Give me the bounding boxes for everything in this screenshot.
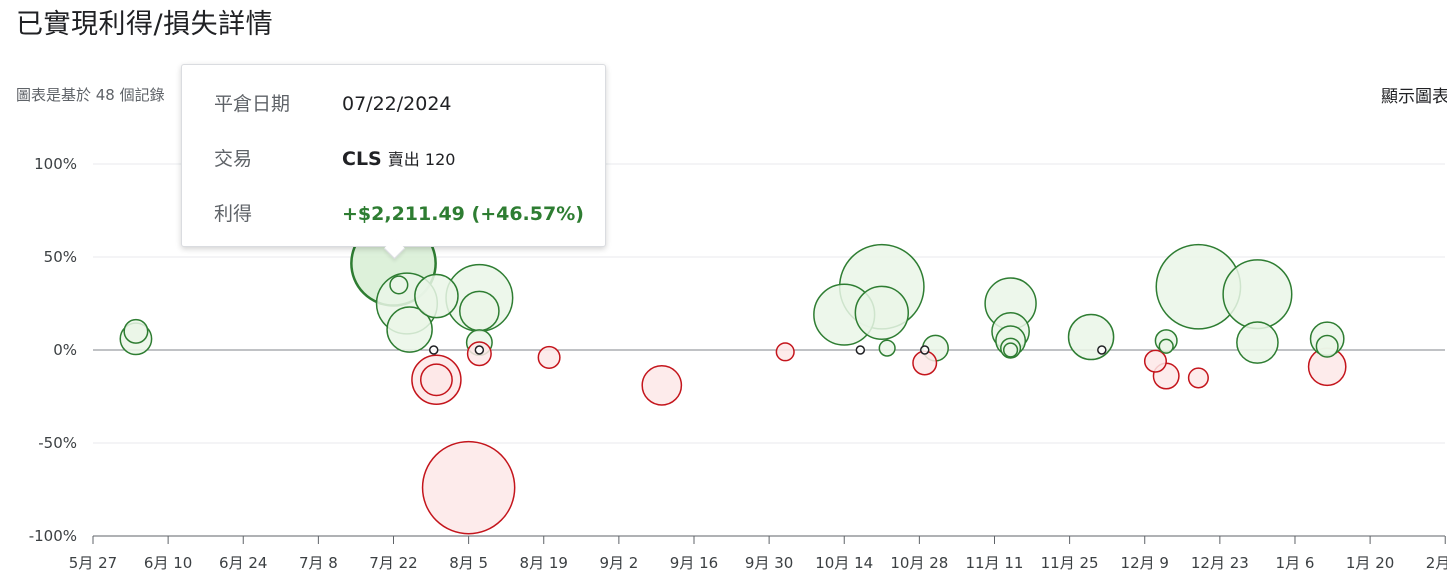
tooltip-date-label: 平倉日期 [214, 93, 291, 115]
x-tick-label: 6月 10 [144, 554, 192, 572]
trade-bubble[interactable] [421, 440, 516, 535]
x-tick-label: 12月 23 [1191, 554, 1249, 572]
y-tick-label: 0% [53, 341, 77, 359]
show-chart-toggle[interactable]: 顯示圖表 [1381, 87, 1447, 107]
trade-bubble[interactable] [641, 364, 683, 406]
x-tick-label: 10月 14 [815, 554, 873, 572]
trade-bubble[interactable] [854, 285, 910, 341]
x-tick-label: 10月 28 [890, 554, 948, 572]
x-tick-label: 8月 19 [520, 554, 568, 572]
tooltip-trade-action: 賣出 120 [387, 150, 456, 169]
x-tick-label: 2月 3 [1426, 554, 1447, 572]
tooltip-date-value: 07/22/2024 [342, 93, 452, 115]
x-tick-label: 7月 8 [299, 554, 338, 572]
trade-bubble[interactable] [878, 339, 896, 357]
trade-bubble[interactable] [1002, 342, 1019, 358]
x-tick-label: 5月 27 [69, 554, 117, 572]
x-tick-label: 12月 9 [1121, 554, 1169, 572]
x-tick-label: 1月 20 [1346, 554, 1394, 572]
record-count-subtitle: 圖表是基於 48 個記錄 [16, 86, 165, 104]
trade-bubble[interactable] [775, 342, 795, 362]
page-title: 已實現利得/損失詳情 [16, 9, 274, 40]
tooltip-profit-value: +$2,211.49 (+46.57%) [342, 203, 584, 225]
trade-bubble[interactable] [428, 345, 439, 355]
x-tick-label: 9月 30 [745, 554, 793, 572]
x-tick-label: 1月 6 [1276, 554, 1315, 572]
bubble-series [119, 219, 1347, 535]
trade-bubble[interactable] [1187, 367, 1209, 389]
trade-bubble[interactable] [919, 345, 930, 355]
y-tick-label: -50% [38, 434, 77, 452]
trade-bubble[interactable] [1143, 349, 1167, 373]
trade-bubble[interactable] [419, 363, 453, 397]
tooltip-row-close-date: 平倉日期 07/22/2024 [214, 89, 452, 116]
x-tick-label: 11月 11 [966, 554, 1024, 572]
trade-bubble[interactable] [1222, 259, 1293, 330]
y-tick-label: 50% [44, 248, 77, 266]
trade-bubble[interactable] [389, 275, 409, 295]
tooltip-row-profit: 利得 +$2,211.49 (+46.57%) [214, 199, 584, 226]
x-tick-label: 11月 25 [1041, 554, 1099, 572]
x-tick-label: 6月 24 [219, 554, 267, 572]
y-tick-label: -100% [29, 527, 77, 545]
trade-bubble[interactable] [414, 273, 459, 319]
x-tick-label: 8月 5 [449, 554, 488, 572]
trade-bubble[interactable] [1236, 321, 1279, 364]
trade-bubble[interactable] [123, 318, 149, 344]
tooltip-trade-symbol: CLS [342, 148, 382, 170]
trade-tooltip: 平倉日期 07/22/2024 交易 CLS 賣出 120 利得 +$2,211.49… [181, 64, 606, 260]
trade-bubble[interactable] [1315, 334, 1339, 358]
x-axis: 5月 27 6月 10 6月 24 7月 8 7月 22 8月 5 8月 19 9月 2 9月 … [69, 535, 1447, 572]
x-tick-label: 7月 22 [369, 554, 417, 572]
x-tick-label: 9月 16 [670, 554, 718, 572]
trade-bubble[interactable] [1097, 345, 1107, 355]
y-axis-labels: 100% 50% 0% -50% -100% [29, 155, 77, 545]
trade-bubble[interactable] [912, 350, 938, 376]
trade-bubble[interactable] [474, 345, 485, 355]
trade-bubble[interactable] [855, 345, 866, 355]
y-tick-label: 100% [34, 155, 77, 173]
tooltip-profit-label: 利得 [214, 203, 253, 225]
tooltip-row-trade: 交易 CLS 賣出 120 [214, 144, 455, 171]
trade-bubble[interactable] [386, 306, 433, 353]
trade-bubble[interactable] [537, 345, 561, 369]
trade-bubble[interactable] [459, 290, 500, 332]
trade-bubble[interactable] [1158, 338, 1174, 354]
trade-bubble[interactable] [1067, 313, 1115, 361]
x-tick-label: 9月 2 [599, 554, 638, 572]
tooltip-trade-label: 交易 [214, 148, 253, 170]
